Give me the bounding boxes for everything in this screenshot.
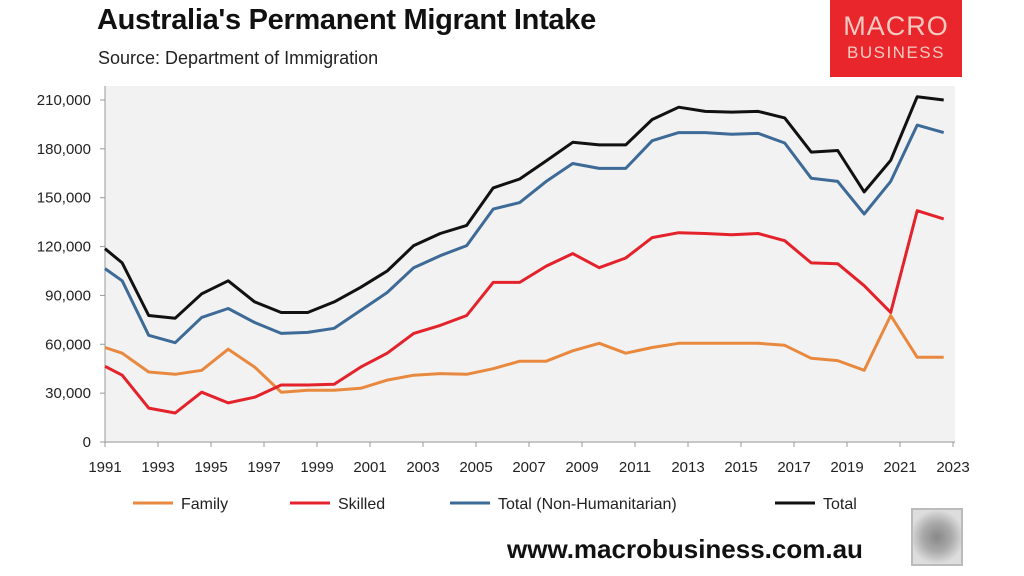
y-tick-label: 60,000 (45, 336, 91, 353)
legend-label: Total (823, 496, 857, 513)
y-tick-label: 210,000 (37, 92, 91, 109)
legend-label: Total (Non-Humanitarian) (498, 496, 677, 513)
legend-item: Total (775, 496, 857, 513)
legend-item: Skilled (290, 496, 385, 513)
x-tick-label: 2019 (830, 459, 863, 476)
x-tick-label: 2021 (883, 459, 916, 476)
x-tick-label: 1999 (300, 459, 333, 476)
series-line-skilled (104, 209, 945, 415)
legend-item: Family (133, 496, 228, 513)
x-tick-label: 1997 (247, 459, 280, 476)
legend-label: Family (181, 496, 228, 513)
y-tick-label: 0 (83, 434, 91, 451)
series-line-total-non-humanitarian (104, 123, 945, 345)
series-line-total (104, 95, 944, 320)
x-tick-label: 2007 (512, 459, 545, 476)
x-tick-label: 2009 (565, 459, 598, 476)
logo-line1: MACRO (843, 11, 949, 41)
x-tick-label: 1995 (194, 459, 227, 476)
logo-line2: BUSINESS (847, 43, 945, 62)
series-line-family (104, 314, 944, 394)
x-tick-label: 2023 (936, 459, 969, 476)
footer-url: www.macrobusiness.com.au (507, 534, 863, 564)
wolf-logo-icon (911, 508, 963, 566)
x-tick-label: 2003 (406, 459, 439, 476)
x-tick-label: 1991 (88, 459, 121, 476)
x-tick-label: 2011 (619, 459, 651, 476)
y-tick-label: 30,000 (45, 385, 91, 402)
x-tick-label: 2001 (353, 459, 386, 476)
x-tick-label: 2015 (724, 459, 757, 476)
legend-label: Skilled (338, 496, 385, 513)
chart-title: Australia's Permanent Migrant Intake (97, 4, 596, 36)
plot-area (105, 86, 955, 443)
macrobusiness-logo: MACRO BUSINESS (830, 0, 962, 77)
legend-item: Total (Non-Humanitarian) (450, 496, 677, 513)
x-tick-label: 2017 (777, 459, 810, 476)
y-tick-label: 180,000 (37, 141, 91, 158)
x-tick-label: 2013 (671, 459, 704, 476)
x-tick-label: 2005 (459, 459, 492, 476)
y-tick-label: 150,000 (37, 190, 91, 207)
chart-subtitle: Source: Department of Immigration (98, 48, 379, 68)
y-tick-label: 120,000 (37, 239, 91, 256)
x-tick-label: 1993 (141, 459, 174, 476)
y-tick-label: 90,000 (45, 287, 91, 304)
